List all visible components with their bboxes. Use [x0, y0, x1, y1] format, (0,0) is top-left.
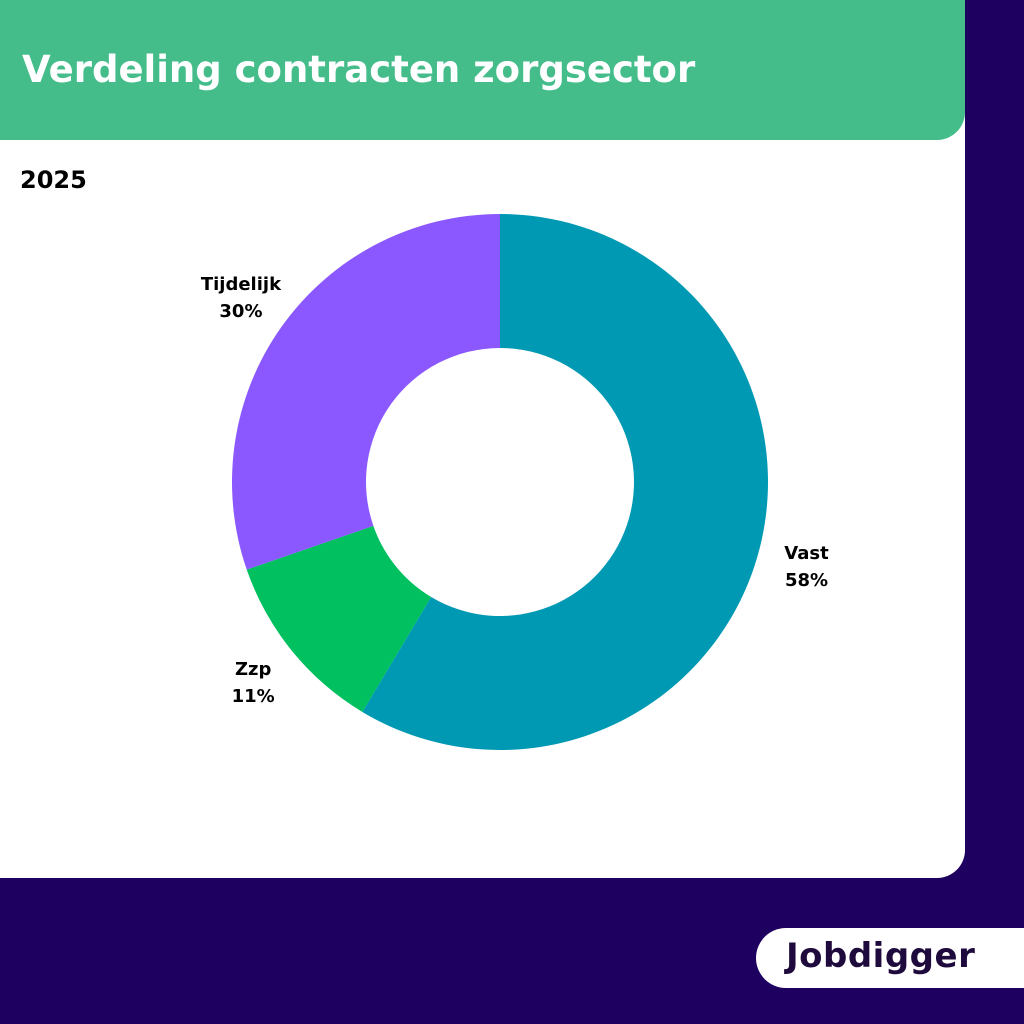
slice-name-zzp: Zzp — [234, 658, 272, 680]
chart-title: Verdeling contracten zorgsector — [22, 48, 696, 91]
logo-badge — [756, 928, 1024, 988]
slice-label-zzp: Zzp 11% — [173, 656, 333, 710]
slice-label-vast: Vast 58% — [727, 540, 887, 594]
donut-chart — [231, 214, 769, 751]
chart-card: Verdeling contracten zorgsector 2025 Vas… — [0, 0, 965, 878]
slice-name-vast: Vast — [784, 542, 829, 564]
donut-slice-vast — [362, 214, 769, 751]
slice-value-tijdelijk: 30% — [219, 300, 263, 322]
slice-value-vast: 58% — [784, 569, 829, 591]
chart-year: 2025 — [20, 166, 87, 194]
donut-slices — [231, 214, 769, 751]
header-banner: Verdeling contracten zorgsector — [0, 0, 965, 140]
donut-slice-zzp — [246, 525, 432, 712]
donut-slice-tijdelijk — [231, 214, 500, 570]
slice-name-tijdelijk: Tijdelijk — [200, 273, 282, 295]
slice-value-zzp: 11% — [231, 685, 275, 707]
slice-label-tijdelijk: Tijdelijk 30% — [161, 271, 321, 325]
jobdigger-logo: Jobdigger — [786, 936, 976, 976]
